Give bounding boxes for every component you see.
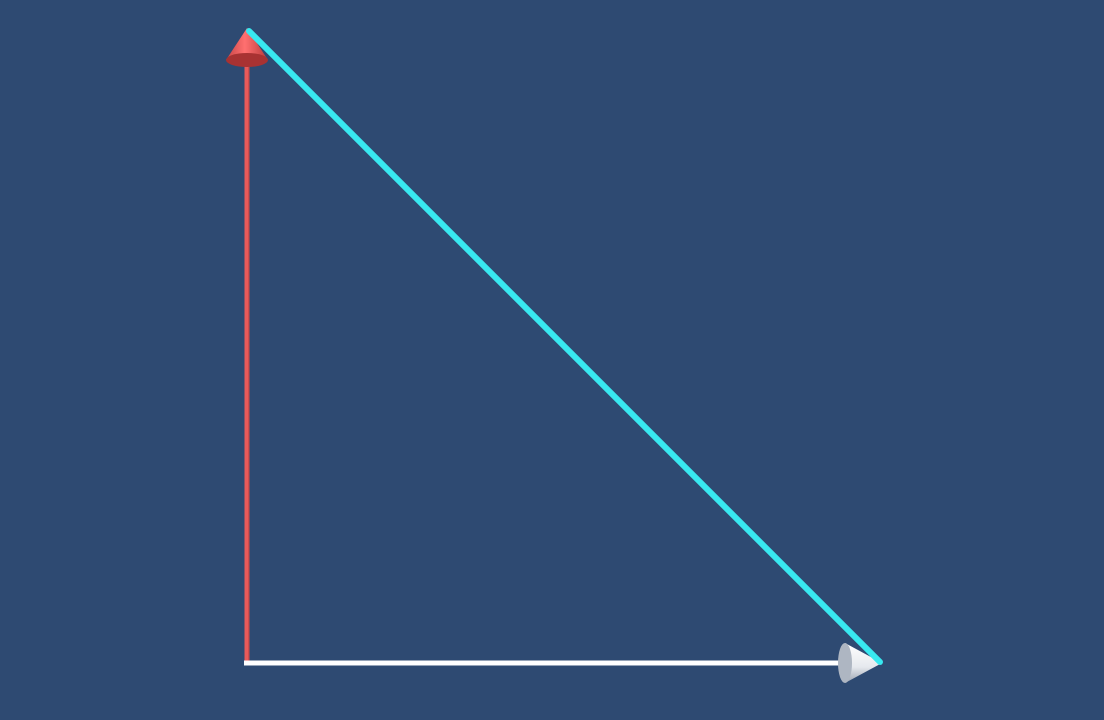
hypotenuse-line bbox=[246, 28, 883, 665]
vertical-vector-shaft bbox=[244, 64, 250, 664]
vertical-vector bbox=[226, 28, 268, 664]
horizontal-vector-shaft bbox=[244, 660, 844, 666]
horizontal-vector bbox=[244, 643, 882, 683]
horizontal-vector-cone-icon bbox=[838, 643, 882, 683]
vertical-vector-cone-icon bbox=[226, 28, 268, 67]
vertical-vector-shaft-shade bbox=[248, 64, 250, 664]
